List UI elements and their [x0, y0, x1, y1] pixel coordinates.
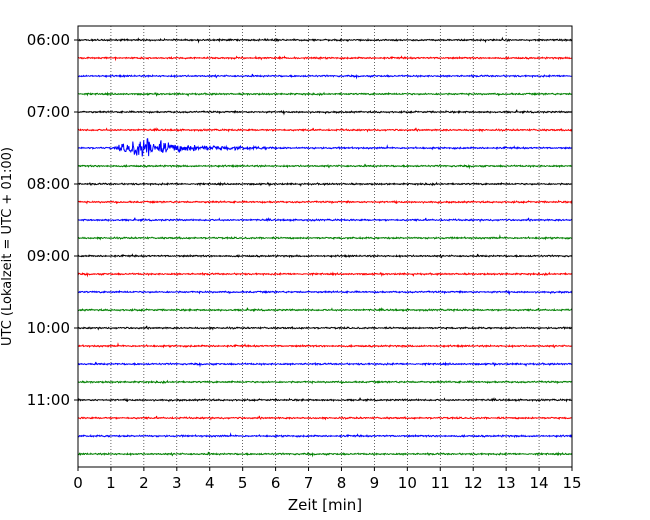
- seismic-trace: [77, 361, 573, 368]
- seismic-trace: [77, 91, 573, 97]
- y-tick-label: 10:00: [27, 319, 70, 337]
- x-tick-label: 0: [73, 474, 83, 492]
- seismic-trace: [77, 379, 573, 385]
- seismic-trace: [77, 127, 573, 133]
- y-axis-label: UTC (Lokalzeit = UTC + 01:00): [0, 147, 15, 346]
- seismic-trace: [77, 55, 573, 62]
- x-tick-label: 3: [172, 474, 182, 492]
- x-axis-ticks: 0 1 2 3 4 5 6 7 8 9 10 11 12 13 14 15: [73, 467, 582, 492]
- x-tick-label: 13: [497, 474, 516, 492]
- x-tick-label: 5: [238, 474, 248, 492]
- seismic-traces: [77, 36, 573, 458]
- seismic-trace: [77, 451, 573, 458]
- y-tick-label: 08:00: [27, 175, 70, 193]
- seismic-trace: [77, 181, 573, 187]
- x-tick-label: 1: [106, 474, 116, 492]
- seismic-trace: [77, 217, 573, 223]
- x-tick-label: 6: [271, 474, 281, 492]
- y-tick-label: 07:00: [27, 103, 70, 121]
- seismic-trace: [77, 415, 573, 421]
- x-tick-label: 8: [337, 474, 347, 492]
- x-tick-label: 12: [464, 474, 483, 492]
- seismic-trace: [77, 342, 573, 349]
- x-tick-label: 9: [370, 474, 380, 492]
- seismic-trace: [77, 199, 573, 205]
- seismic-trace: [77, 234, 573, 241]
- grid-lines: [110, 26, 540, 467]
- y-axis-ticks: 06:00 07:00 08:00 09:00 10:00 11:00: [27, 31, 78, 409]
- seismic-trace: [77, 73, 573, 80]
- plot-frame: [77, 25, 573, 468]
- seismic-trace: [77, 137, 573, 157]
- seismic-trace: [77, 325, 573, 331]
- x-tick-label: 11: [431, 474, 450, 492]
- seismic-trace: [77, 271, 573, 278]
- seismic-trace: [77, 432, 573, 439]
- seismic-trace: [77, 397, 573, 403]
- y-tick-label: 11:00: [27, 391, 70, 409]
- seismic-trace: [77, 36, 573, 44]
- seismic-trace: [77, 109, 573, 116]
- x-tick-label: 15: [562, 474, 581, 492]
- seismic-trace: [77, 289, 573, 296]
- x-tick-label: 10: [398, 474, 417, 492]
- x-axis-label: Zeit [min]: [288, 496, 362, 514]
- seismic-trace: [77, 307, 573, 313]
- y-tick-label: 06:00: [27, 31, 70, 49]
- y-tick-label: 09:00: [27, 247, 70, 265]
- seismic-trace: [77, 253, 573, 259]
- x-tick-label: 2: [139, 474, 149, 492]
- seismic-trace: [77, 163, 573, 170]
- x-tick-label: 7: [304, 474, 314, 492]
- x-tick-label: 14: [530, 474, 549, 492]
- x-tick-label: 4: [205, 474, 215, 492]
